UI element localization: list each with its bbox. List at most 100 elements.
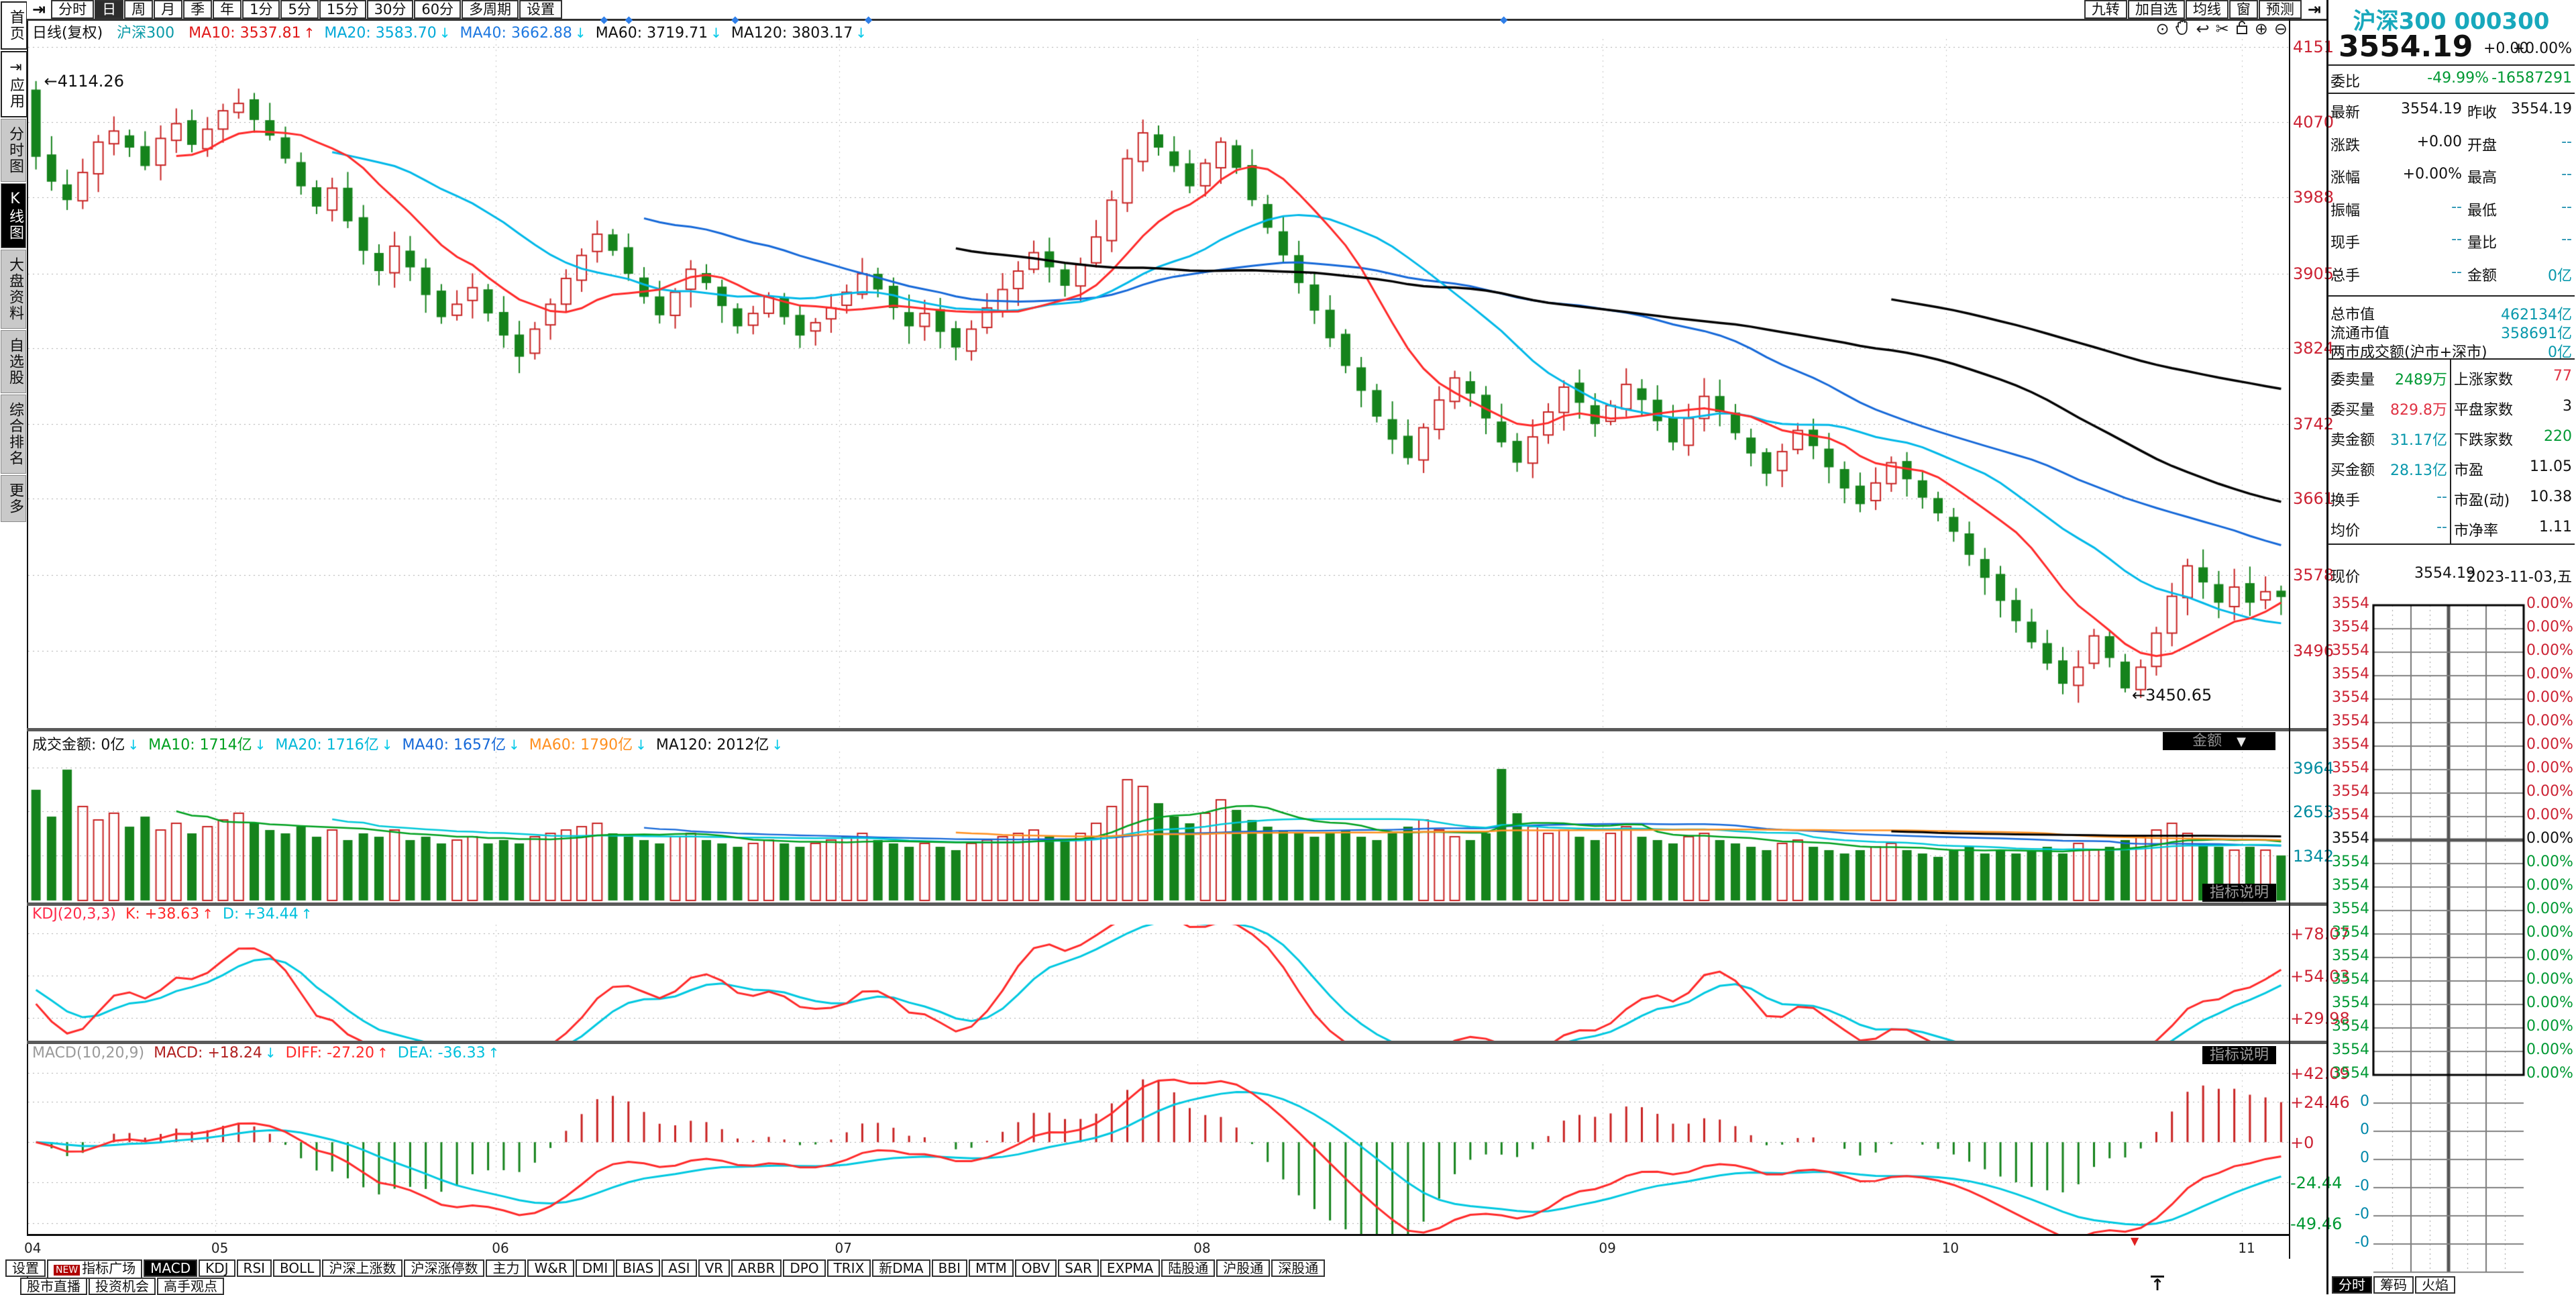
macd-info-button[interactable]: 指标说明: [2202, 1046, 2276, 1064]
indicator-tab-OBV[interactable]: OBV: [1014, 1259, 1057, 1277]
period-button-月[interactable]: 月: [154, 0, 183, 19]
panel-tab-分时[interactable]: 分时: [2332, 1276, 2372, 1294]
sidebar-item-分时图[interactable]: 分时图: [1, 119, 26, 182]
tool-button-均线[interactable]: 均线: [2185, 0, 2229, 19]
tool-button-九转[interactable]: 九转: [2084, 0, 2127, 19]
scroll-top-icon[interactable]: ↑: [2151, 1276, 2165, 1294]
tool-button-加自选[interactable]: 加自选: [2127, 0, 2185, 19]
down-arrow-icon: ↓: [855, 25, 867, 41]
sidebar-item-综合排名[interactable]: 综合排名: [1, 395, 26, 474]
panel-divider[interactable]: [2326, 0, 2328, 1294]
eye-icon[interactable]: ⊙: [2155, 19, 2169, 38]
panel-tab-火焰[interactable]: 火焰: [2415, 1276, 2455, 1294]
indicator-tab-KDJ[interactable]: KDJ: [199, 1259, 235, 1277]
indicator-tab-DMI[interactable]: DMI: [575, 1259, 615, 1277]
x-axis-label-11: 11: [2238, 1240, 2255, 1256]
mini-price-label: 3554: [2332, 924, 2369, 941]
indicator-tab-新DMA[interactable]: 新DMA: [872, 1259, 930, 1277]
indicator-tab-设置[interactable]: 设置: [5, 1259, 46, 1277]
down-arrow-icon: ↓: [635, 737, 647, 753]
period-button-分时[interactable]: 分时: [51, 0, 95, 19]
period-button-15分[interactable]: 15分: [319, 0, 366, 19]
lock-icon[interactable]: [2235, 19, 2249, 38]
info-tab-高手观点[interactable]: 高手观点: [157, 1278, 224, 1295]
diamond-marker-icon: ◆: [1499, 13, 1508, 25]
info-tab-股市直播[interactable]: 股市直播: [20, 1278, 87, 1295]
period-button-周[interactable]: 周: [124, 0, 154, 19]
mini-pct-label: 0.00%: [2526, 736, 2573, 753]
sidebar-item-自选股[interactable]: 自选股: [1, 330, 26, 393]
last-price: 3554.19: [2339, 30, 2473, 64]
tool-button-窗[interactable]: 窗: [2229, 0, 2258, 19]
indicator-tab-MACD[interactable]: MACD: [144, 1259, 198, 1277]
indicator-tab-BBI[interactable]: BBI: [931, 1259, 967, 1277]
x-axis-label-09: 09: [1599, 1240, 1616, 1256]
kdj-info-button[interactable]: 指标说明: [2202, 884, 2276, 902]
field-value: 31.17亿: [2390, 432, 2447, 449]
macd-chart-canvas[interactable]: [28, 1064, 2289, 1234]
indicator-tab-VR[interactable]: VR: [698, 1259, 731, 1277]
mini-pct-label: 0.00%: [2526, 689, 2573, 706]
collapse-right-icon[interactable]: ⇥: [2307, 0, 2321, 19]
indicator-tab-SAR[interactable]: SAR: [1058, 1259, 1099, 1277]
legend-item: MA120: 3803.17: [731, 25, 853, 42]
indicator-tab-ARBR[interactable]: ARBR: [731, 1259, 782, 1277]
period-button-60分[interactable]: 60分: [414, 0, 462, 19]
indicator-tab-ASI[interactable]: ASI: [661, 1259, 697, 1277]
legend-item: D: +34.44: [223, 906, 299, 923]
up-arrow-icon: ↑: [202, 906, 214, 922]
indicator-tab-BOLL[interactable]: BOLL: [273, 1259, 321, 1277]
period-button-5分[interactable]: 5分: [280, 0, 319, 19]
info-tab-投资机会[interactable]: 投资机会: [89, 1278, 156, 1295]
sidebar-item-大盘资料[interactable]: 大盘资料: [1, 250, 26, 329]
indicator-tab-深股通[interactable]: 深股通: [1271, 1259, 1326, 1277]
sidebar-item-首页[interactable]: 首页: [1, 1, 28, 50]
sidebar-item-更多[interactable]: 更多: [1, 475, 26, 522]
period-button-多周期[interactable]: 多周期: [462, 0, 519, 19]
scissors-icon[interactable]: ✂: [2215, 19, 2229, 38]
indicator-tab-TRIX[interactable]: TRIX: [826, 1259, 871, 1277]
indicator-tab-DPO[interactable]: DPO: [783, 1259, 826, 1277]
undo-icon[interactable]: ↩: [2196, 19, 2210, 38]
kdj-title: KDJ(20,3,3): [32, 906, 116, 923]
indicator-tab-W&R[interactable]: W&R: [527, 1259, 574, 1277]
hand-icon[interactable]: [2175, 19, 2190, 38]
indicator-tab-指标广场[interactable]: NEW 指标广场: [47, 1259, 143, 1279]
mini-pct-label: 0.00%: [2526, 713, 2573, 729]
indicator-tab-RSI[interactable]: RSI: [236, 1259, 272, 1277]
period-buttons: 分时日周月季年 1分 5分 15分 30分 60分 多周期 设置: [51, 0, 563, 19]
period-button-30分[interactable]: 30分: [366, 0, 414, 19]
indicator-tab-沪深涨停数[interactable]: 沪深涨停数: [404, 1259, 485, 1277]
pane-separator[interactable]: [27, 1041, 2328, 1044]
kdj-chart-canvas[interactable]: [28, 925, 2289, 1041]
indicator-tab-沪股通[interactable]: 沪股通: [1216, 1259, 1271, 1277]
price-chart-canvas[interactable]: [28, 39, 2289, 728]
tool-button-预测[interactable]: 预测: [2258, 0, 2302, 19]
indicator-tab-陆股通[interactable]: 陆股通: [1161, 1259, 1216, 1277]
volume-type-dropdown[interactable]: 金额 ▼: [2163, 732, 2275, 750]
indicator-tab-MTM[interactable]: MTM: [968, 1259, 1014, 1277]
collapse-left-icon[interactable]: ⇥: [32, 0, 46, 19]
info-tabbar: 股市直播 投资机会 高手观点: [20, 1278, 225, 1295]
indicator-tab-EXPMA[interactable]: EXPMA: [1099, 1259, 1161, 1277]
macd-title: MACD(10,20,9): [32, 1045, 145, 1061]
sidebar-item-K线图[interactable]: K线图: [1, 183, 26, 248]
indicator-tab-沪深上涨数[interactable]: 沪深上涨数: [322, 1259, 403, 1277]
zoom-out-icon[interactable]: ⊖: [2273, 19, 2288, 38]
mini-price-label: 3554: [2332, 1041, 2369, 1058]
indicator-tab-BIAS[interactable]: BIAS: [616, 1259, 661, 1277]
period-button-设置[interactable]: 设置: [519, 0, 563, 19]
period-button-年[interactable]: 年: [213, 0, 242, 19]
pane-separator[interactable]: [27, 902, 2328, 906]
mini-intraday-canvas[interactable]: [2372, 601, 2526, 1276]
pane-separator[interactable]: [27, 728, 2328, 731]
volume-chart-canvas[interactable]: [28, 752, 2289, 902]
panel-tab-筹码[interactable]: 筹码: [2373, 1276, 2414, 1294]
zoom-in-icon[interactable]: ⊕: [2254, 19, 2268, 38]
field-label: 委买量: [2330, 402, 2375, 419]
indicator-tab-主力[interactable]: 主力: [486, 1259, 527, 1277]
sidebar-item-应用[interactable]: ⇥应用: [1, 51, 28, 117]
period-button-季[interactable]: 季: [183, 0, 213, 19]
period-button-1分[interactable]: 1分: [242, 0, 280, 19]
period-button-日[interactable]: 日: [95, 0, 124, 19]
